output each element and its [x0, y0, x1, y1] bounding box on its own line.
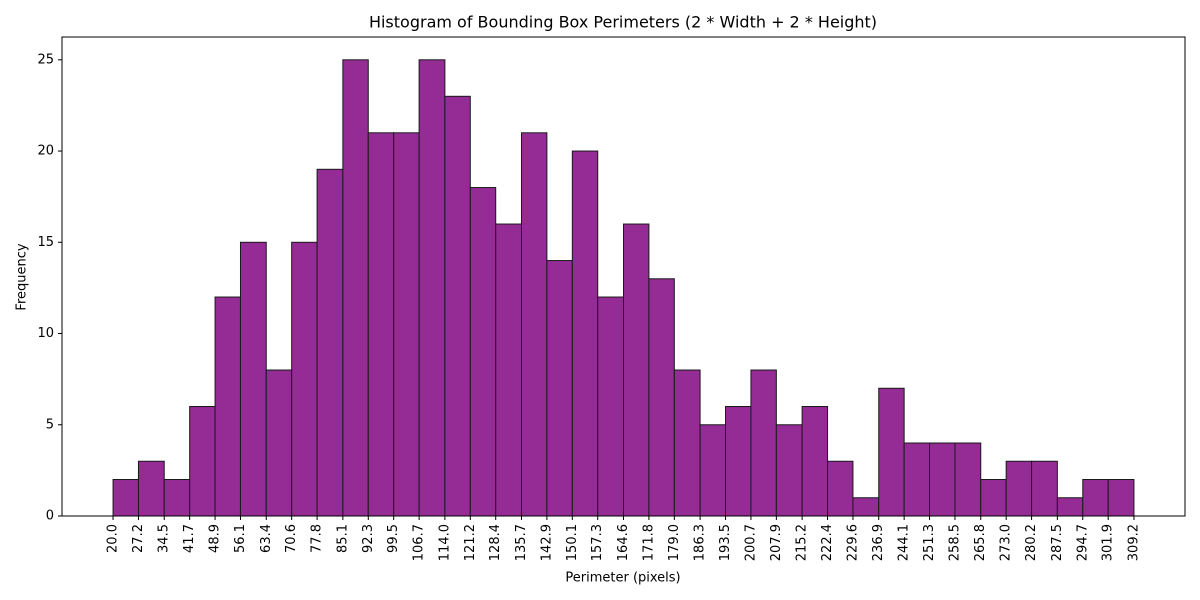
- x-tick-label: 92.3: [361, 524, 376, 553]
- x-tick-label: 56.1: [233, 524, 248, 553]
- bar: [725, 406, 752, 517]
- bar: [112, 479, 139, 517]
- x-tick-label: 287.5: [1050, 524, 1065, 561]
- x-tick-label: 236.9: [871, 524, 886, 561]
- bar: [775, 424, 803, 517]
- bar: [903, 442, 931, 517]
- bar: [852, 497, 880, 517]
- y-axis-label: Frequency: [15, 243, 30, 310]
- x-tick-label: 229.6: [845, 524, 860, 561]
- x-tick-label: 207.9: [769, 524, 784, 561]
- x-tick-label: 106.7: [412, 524, 427, 561]
- x-tick-label: 179.0: [667, 524, 682, 561]
- bar: [418, 59, 446, 517]
- x-tick-label: 280.2: [1024, 524, 1039, 561]
- bar: [546, 260, 573, 517]
- x-tick-label: 114.0: [437, 524, 452, 561]
- bar: [750, 369, 777, 517]
- x-tick-label: 164.6: [616, 524, 631, 561]
- bar: [878, 387, 905, 517]
- bar: [214, 296, 241, 517]
- bar: [1056, 497, 1084, 517]
- bar: [673, 369, 701, 517]
- bar: [1031, 460, 1058, 517]
- bar: [137, 460, 165, 517]
- bar: [239, 241, 267, 517]
- bar: [980, 479, 1007, 517]
- bar: [954, 442, 982, 517]
- bar: [571, 150, 599, 517]
- x-tick-label: 251.3: [922, 524, 937, 561]
- x-tick-label: 77.8: [310, 524, 325, 553]
- x-tick-label: 48.9: [208, 524, 223, 553]
- x-tick-label: 20.0: [106, 524, 121, 553]
- x-tick-label: 193.5: [718, 524, 733, 561]
- bar: [1005, 460, 1033, 517]
- x-tick-label: 142.9: [539, 524, 554, 561]
- bar: [163, 479, 191, 517]
- x-tick-label: 171.8: [641, 524, 656, 561]
- x-tick-label: 265.8: [973, 524, 988, 561]
- x-tick-label: 157.3: [590, 524, 605, 561]
- y-tick-label: 20: [37, 144, 54, 159]
- x-tick-label: 121.2: [463, 524, 478, 561]
- chart-title: Histogram of Bounding Box Perimeters (2 …: [369, 13, 877, 32]
- bar: [444, 95, 471, 517]
- bar: [1082, 479, 1109, 517]
- x-tick-label: 99.5: [386, 524, 401, 553]
- x-tick-label: 150.1: [565, 524, 580, 561]
- x-tick-label: 41.7: [182, 524, 197, 553]
- x-tick-label: 85.1: [335, 524, 350, 553]
- bar: [801, 406, 829, 517]
- x-tick-label: 222.4: [820, 524, 835, 561]
- bar: [648, 278, 675, 517]
- x-axis-label: Perimeter (pixels): [565, 571, 680, 586]
- x-tick-label: 215.2: [795, 524, 810, 561]
- x-tick-label: 244.1: [897, 524, 912, 561]
- bar: [1107, 479, 1135, 517]
- bar: [316, 168, 344, 517]
- x-tick-label: 200.7: [743, 524, 758, 561]
- x-tick-label: 70.6: [284, 524, 299, 553]
- x-tick-label: 27.2: [131, 524, 146, 553]
- x-tick-label: 135.7: [514, 524, 529, 561]
- bar: [827, 460, 854, 517]
- bar: [342, 59, 369, 517]
- y-tick-label: 5: [46, 417, 54, 432]
- bar: [189, 406, 216, 517]
- x-tick-label: 34.5: [157, 524, 172, 553]
- y-tick-label: 15: [37, 235, 54, 250]
- bar: [265, 369, 293, 517]
- y-tick-label: 25: [37, 52, 54, 67]
- x-tick-label: 63.4: [259, 524, 274, 553]
- bar: [367, 132, 395, 517]
- bar: [929, 442, 956, 517]
- x-tick-label: 273.0: [999, 524, 1014, 561]
- x-tick-label: 128.4: [488, 524, 503, 561]
- y-tick-label: 0: [46, 509, 54, 524]
- x-tick-label: 294.7: [1075, 524, 1090, 561]
- bar: [623, 223, 650, 517]
- x-tick-label: 186.3: [693, 524, 708, 561]
- bar: [495, 223, 522, 517]
- bar: [393, 132, 420, 517]
- x-tick-label: 309.2: [1126, 524, 1141, 561]
- y-tick-label: 10: [37, 326, 54, 341]
- bar: [699, 424, 727, 517]
- x-tick-label: 301.9: [1101, 524, 1116, 561]
- x-tick-label: 258.5: [947, 524, 962, 561]
- bar: [469, 187, 497, 517]
- bar: [291, 241, 318, 517]
- bar: [520, 132, 548, 517]
- bar: [597, 296, 624, 517]
